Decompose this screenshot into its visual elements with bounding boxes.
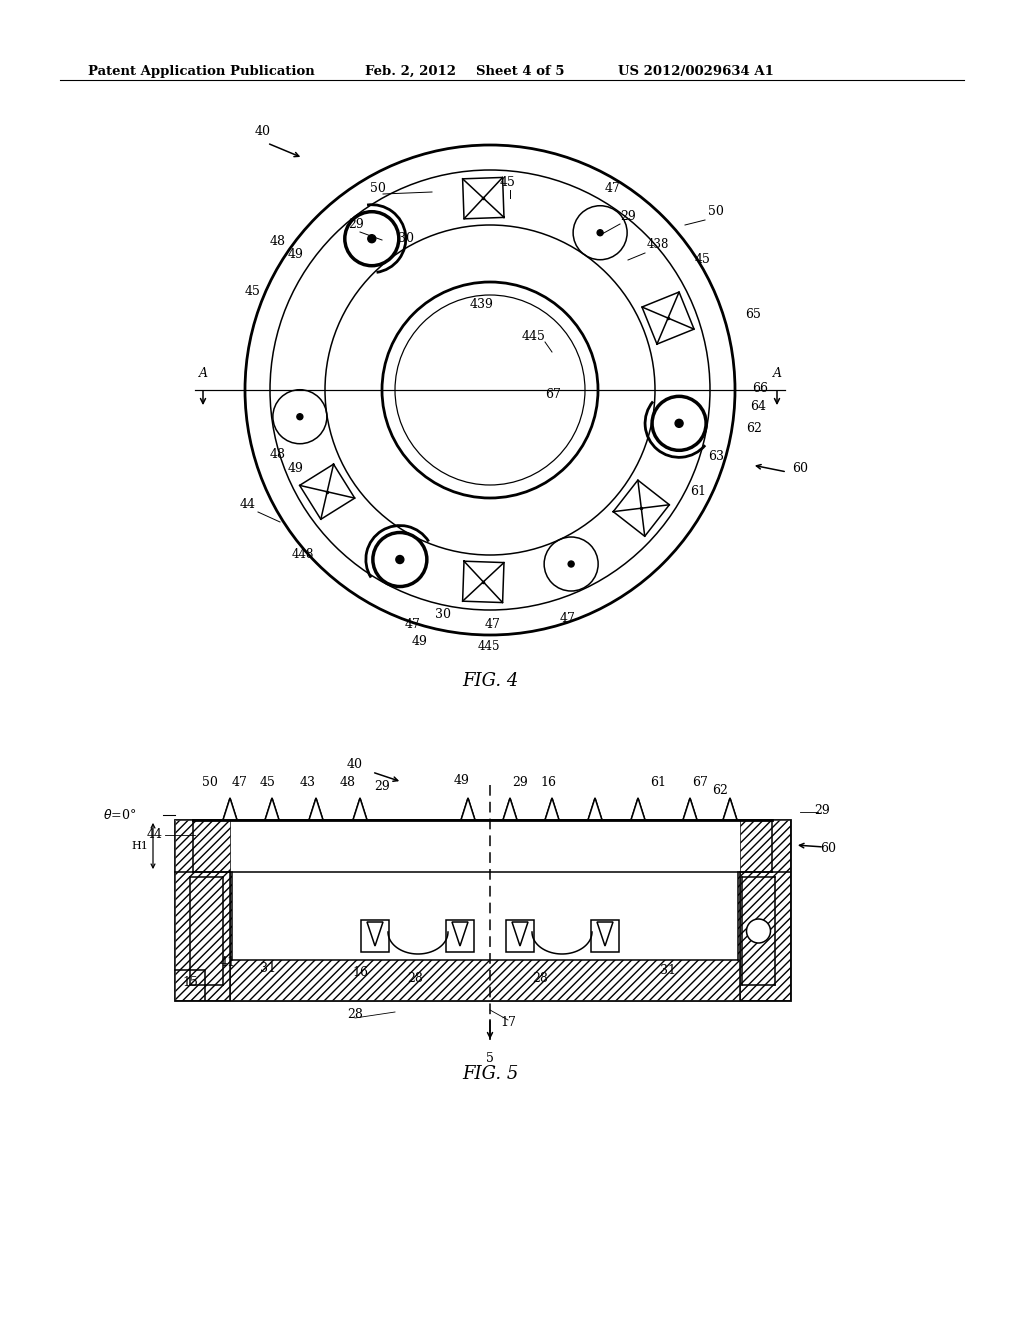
Bar [740, 820, 790, 1001]
Circle shape [297, 413, 303, 420]
Circle shape [675, 420, 683, 428]
Bar [175, 820, 790, 1001]
Bar [591, 920, 618, 952]
Circle shape [746, 919, 770, 942]
Text: 445: 445 [522, 330, 546, 343]
Polygon shape [683, 799, 697, 820]
Text: 49: 49 [288, 248, 304, 261]
Text: 28: 28 [347, 1008, 362, 1022]
Text: 29: 29 [620, 210, 636, 223]
Polygon shape [503, 799, 517, 820]
Text: 49: 49 [454, 774, 470, 787]
Bar [361, 920, 389, 952]
Bar [193, 820, 772, 873]
Text: 50: 50 [708, 205, 724, 218]
Text: 45: 45 [500, 176, 516, 189]
Text: 47: 47 [406, 618, 421, 631]
Text: 60: 60 [820, 842, 836, 854]
Text: FIG. 5: FIG. 5 [462, 1065, 518, 1082]
Circle shape [597, 230, 603, 236]
Text: 44: 44 [240, 498, 256, 511]
Text: 30: 30 [435, 609, 451, 620]
Text: 40: 40 [255, 125, 271, 139]
Text: 48: 48 [270, 235, 286, 248]
Text: 15: 15 [182, 975, 198, 989]
Text: 61: 61 [650, 776, 666, 788]
Text: 67: 67 [692, 776, 708, 788]
Text: 65: 65 [745, 308, 761, 321]
Polygon shape [461, 799, 475, 820]
Text: FIG. 4: FIG. 4 [462, 672, 518, 690]
Text: 47: 47 [605, 182, 621, 195]
Text: 47: 47 [560, 612, 575, 624]
Text: 16: 16 [352, 965, 368, 978]
Text: 448: 448 [292, 548, 314, 561]
Text: 62: 62 [746, 422, 762, 436]
Text: $\theta$=0°: $\theta$=0° [103, 808, 136, 822]
Bar [446, 920, 474, 952]
Text: 29: 29 [814, 804, 829, 817]
Text: 50: 50 [202, 776, 218, 788]
Text: 66: 66 [752, 381, 768, 395]
Text: Feb. 2, 2012: Feb. 2, 2012 [365, 65, 456, 78]
Text: 16: 16 [540, 776, 556, 788]
Circle shape [396, 556, 403, 564]
Polygon shape [723, 799, 737, 820]
Bar [740, 820, 790, 1001]
Text: Sheet 4 of 5: Sheet 4 of 5 [476, 65, 564, 78]
Text: 47: 47 [485, 618, 501, 631]
Text: 30: 30 [398, 232, 414, 246]
Text: 67: 67 [545, 388, 561, 401]
Bar [175, 820, 790, 1001]
Text: 40: 40 [347, 759, 362, 771]
Text: 48: 48 [340, 776, 356, 788]
Text: 43: 43 [300, 776, 316, 788]
Text: H1: H1 [131, 841, 148, 851]
Text: 45: 45 [260, 776, 275, 788]
Bar [175, 820, 230, 1001]
Text: 45: 45 [695, 253, 711, 267]
Text: 60: 60 [792, 462, 808, 475]
Circle shape [568, 561, 574, 568]
Text: 44: 44 [147, 829, 163, 842]
Text: 5: 5 [486, 1052, 494, 1065]
Text: A: A [199, 367, 208, 380]
Text: 29: 29 [374, 780, 390, 793]
Text: 438: 438 [647, 238, 670, 251]
Bar [506, 920, 534, 952]
Polygon shape [309, 799, 323, 820]
Polygon shape [588, 799, 602, 820]
Polygon shape [223, 799, 237, 820]
Text: 445: 445 [478, 640, 501, 653]
Text: Patent Application Publication: Patent Application Publication [88, 65, 314, 78]
Text: 28: 28 [408, 972, 423, 985]
Text: 49: 49 [412, 635, 428, 648]
Polygon shape [353, 799, 367, 820]
Text: 17: 17 [500, 1015, 516, 1028]
Bar [175, 820, 230, 1001]
Polygon shape [265, 799, 279, 820]
Text: 61: 61 [690, 484, 706, 498]
Text: 31: 31 [660, 964, 676, 977]
Polygon shape [545, 799, 559, 820]
Text: 29: 29 [512, 776, 528, 788]
Text: 29: 29 [348, 218, 364, 231]
Text: A: A [772, 367, 781, 380]
Text: 45: 45 [245, 285, 261, 298]
Circle shape [368, 235, 376, 243]
Bar [232, 873, 738, 960]
Text: 63: 63 [708, 450, 724, 463]
Text: 47: 47 [232, 776, 248, 788]
Polygon shape [631, 799, 645, 820]
Text: 62: 62 [712, 784, 728, 796]
Text: 28: 28 [532, 972, 548, 985]
Text: 49: 49 [288, 462, 304, 475]
Text: 48: 48 [270, 447, 286, 461]
Text: 41: 41 [220, 956, 236, 969]
Text: 64: 64 [750, 400, 766, 413]
Text: US 2012/0029634 A1: US 2012/0029634 A1 [618, 65, 774, 78]
Text: 31: 31 [260, 961, 276, 974]
Text: 50: 50 [370, 182, 386, 195]
Text: 439: 439 [470, 298, 494, 312]
